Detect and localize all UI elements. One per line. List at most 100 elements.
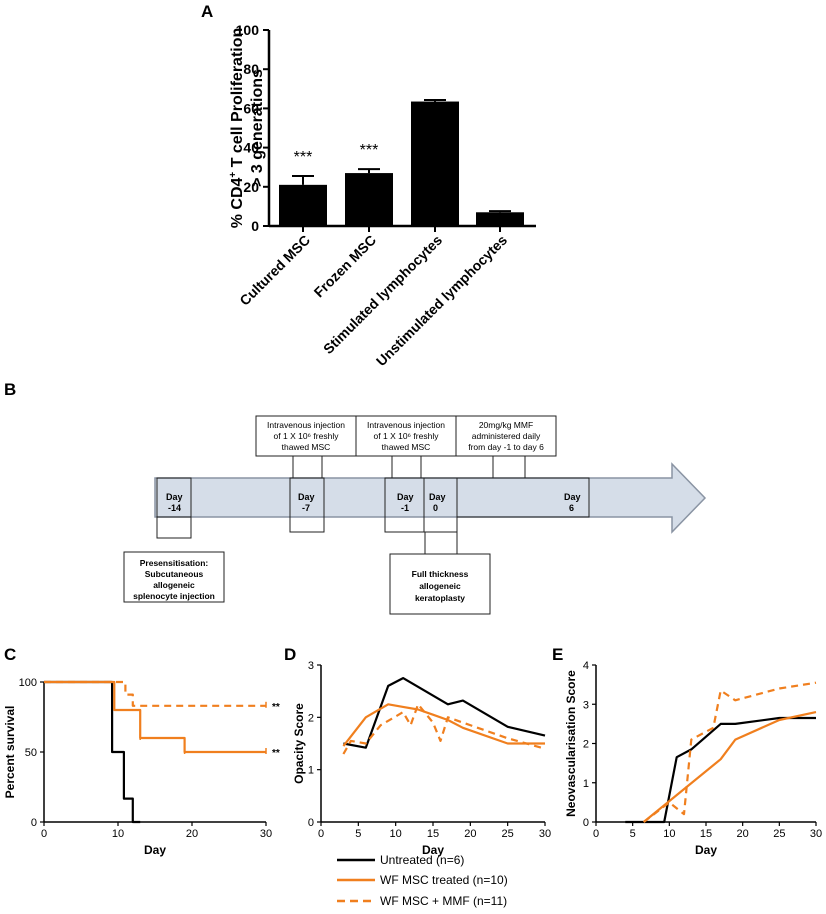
connector-minus7 xyxy=(292,455,323,479)
panel-letter-e: E xyxy=(552,645,563,664)
box-pres-line4: splenocyte injection xyxy=(133,591,215,601)
box-kera-line3: keratoplasty xyxy=(415,593,465,603)
chartE-xtick-label-1: 5 xyxy=(630,828,636,840)
chart-a-ylabel-line1: % CD4+ T cell Proliferation xyxy=(228,28,246,229)
legend-label-msc-mmf: WF MSC + MMF (n=11) xyxy=(380,894,507,908)
chart-a-bar-1 xyxy=(345,173,393,226)
chartD-xtick-label-1: 5 xyxy=(355,828,361,840)
day-label-minus1-b: -1 xyxy=(401,503,409,513)
chartC-xtick-label-0: 0 xyxy=(41,828,47,840)
chart-a-ylabel-sup: + xyxy=(228,172,239,178)
connector-mmf xyxy=(492,455,526,479)
connector-minus1 xyxy=(391,455,422,479)
panel-letter-b: B xyxy=(4,380,16,399)
chartE-xtick-label-6: 30 xyxy=(810,828,822,840)
day-label-minus1-a: Day xyxy=(397,492,414,502)
box-iv1-line1: Intravenous injection xyxy=(267,420,345,430)
box-iv2-line3: thawed MSC xyxy=(382,442,431,452)
timeline-arrow xyxy=(154,462,707,534)
chartD-xtick-label-5: 25 xyxy=(502,828,514,840)
chart-c-sig-mmf: ** xyxy=(272,702,280,713)
chartE-series-0 xyxy=(625,716,816,824)
chart-a-ytick-label-1: 20 xyxy=(243,179,259,195)
legend: Untreated (n=6) WF MSC treated (n=10) WF… xyxy=(337,853,508,908)
chartC-ytick-label-0: 0 xyxy=(31,817,37,829)
day-label-0-a: Day xyxy=(429,492,446,502)
chart-a-category-label-3: Unstimulated lymphocytes xyxy=(373,232,510,369)
chart-c-sig-msc: ** xyxy=(272,748,280,759)
day-label-minus14-b: -14 xyxy=(168,503,181,513)
chartC-xtick-label-2: 20 xyxy=(186,828,198,840)
chart-a-bar-0 xyxy=(279,184,327,226)
chartE-ytick-label-3: 3 xyxy=(583,699,589,711)
chartD-series-2 xyxy=(342,703,546,755)
chartE-xlabel: Day xyxy=(695,843,717,857)
box-mmf-line2: administered daily xyxy=(472,431,541,441)
day-label-minus14-a: Day xyxy=(166,492,183,502)
box-mmf-line1: 20mg/kg MMF xyxy=(479,420,533,430)
chartD-ytick-label-1: 1 xyxy=(308,765,314,777)
chartD-xtick-label-4: 20 xyxy=(464,828,476,840)
chart-a-bar-2 xyxy=(411,101,459,226)
box-iv1-line3: thawed MSC xyxy=(282,442,331,452)
chartD-xtick-label-0: 0 xyxy=(318,828,324,840)
chart-a: % CD4+ T cell Proliferation > 3 generati… xyxy=(228,22,536,369)
day-label-minus7-b: -7 xyxy=(302,503,310,513)
timeline: Day -14 Day -7 Day -1 Day 0 Day 6 Intrav… xyxy=(123,415,707,615)
chartE-ytick-label-4: 4 xyxy=(583,660,589,672)
chartE-ytick-label-1: 1 xyxy=(583,778,589,790)
box-iv2-line2: of 1 X 10⁶ freshly xyxy=(374,431,440,441)
day-label-6-a: Day xyxy=(564,492,581,502)
chart-a-bar-3 xyxy=(476,212,524,226)
chart-a-sig-1: *** xyxy=(360,142,379,159)
day-label-6-b: 6 xyxy=(569,503,574,513)
chartD-series-0 xyxy=(343,676,546,749)
chartD-xtick-label-2: 10 xyxy=(390,828,402,840)
chart-a-ytick-label-0: 0 xyxy=(251,218,259,234)
chartC-xtick-label-1: 10 xyxy=(112,828,124,840)
legend-label-msc: WF MSC treated (n=10) xyxy=(380,873,508,887)
day-label-0-b: 0 xyxy=(433,503,438,513)
chartD-xtick-label-3: 15 xyxy=(427,828,439,840)
chartE-series-2 xyxy=(643,681,817,823)
box-pres-line3: allogeneic xyxy=(153,580,195,590)
chartD-series-1 xyxy=(342,703,545,747)
chartC-ylabel: Percent survival xyxy=(3,706,17,799)
box-kera-line2: allogeneic xyxy=(419,581,461,591)
chartE-series-1 xyxy=(643,711,817,823)
chart-a-ytick-label-2: 40 xyxy=(243,140,259,156)
box-presensitisation xyxy=(123,551,225,603)
chartE-xtick-label-4: 20 xyxy=(737,828,749,840)
chart-c: 0 10 20 30 0 50 100 Day Percent survival ** ** xyxy=(3,677,280,857)
chartE-xtick-label-3: 15 xyxy=(700,828,712,840)
day-label-minus7-a: Day xyxy=(298,492,315,502)
chartE-xtick-label-2: 10 xyxy=(663,828,675,840)
chartD-xlabel: Day xyxy=(422,843,444,857)
day-box-minus14-inner xyxy=(156,477,192,518)
chart-a-ytick-label-5: 100 xyxy=(236,22,260,38)
legend-label-untreated: Untreated (n=6) xyxy=(380,853,464,867)
chart-a-category-label-0: Cultured MSC xyxy=(236,232,313,309)
chart-a-ytick-label-4: 80 xyxy=(243,61,259,77)
panel-letter-a: A xyxy=(201,2,213,21)
chartC-ytick-label-1: 50 xyxy=(25,747,37,759)
box-iv1-line2: of 1 X 10⁶ freshly xyxy=(274,431,340,441)
chartE-xtick-label-0: 0 xyxy=(593,828,599,840)
chartE-ylabel: Neovascularisation Score xyxy=(564,670,578,817)
chartC-series-2 xyxy=(44,680,266,707)
box-keratoplasty xyxy=(389,553,491,615)
chartE-ytick-label-2: 2 xyxy=(583,739,589,751)
chart-a-category-label-1: Frozen MSC xyxy=(311,232,380,301)
chartD-ytick-label-0: 0 xyxy=(308,817,314,829)
chart-a-ylabel-part1: % CD4 xyxy=(229,178,246,229)
box-kera-line1: Full thickness xyxy=(412,569,469,579)
chartC-series-1 xyxy=(44,680,266,754)
box-iv-injection-2 xyxy=(355,415,457,457)
chart-a-sig-0: *** xyxy=(294,149,313,166)
chartD-ylabel: Opacity Score xyxy=(292,703,306,784)
box-iv-injection-1 xyxy=(255,415,357,457)
chart-a-category-label-2: Stimulated lymphocytes xyxy=(320,232,445,357)
chart-a-ytick-label-3: 60 xyxy=(243,100,259,116)
chartD-ytick-label-3: 3 xyxy=(308,660,314,672)
